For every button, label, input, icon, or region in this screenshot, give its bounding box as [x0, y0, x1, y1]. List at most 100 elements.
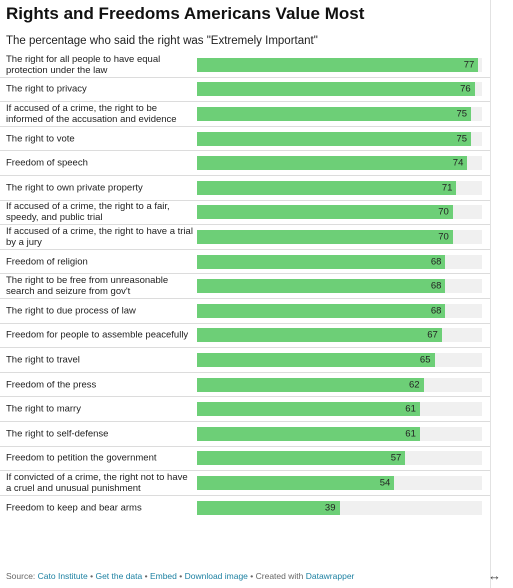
- bar-track: 75: [197, 106, 482, 121]
- category-label: The right to own private property: [6, 182, 143, 194]
- bar-track: 70: [197, 205, 482, 220]
- bar-track: 61: [197, 402, 482, 417]
- value-label: 68: [430, 305, 442, 317]
- bar: [197, 500, 340, 515]
- bar-track: 76: [197, 82, 482, 97]
- bar: [197, 229, 453, 244]
- separator: •: [87, 571, 96, 581]
- category-label: The right for all people to have equal p…: [6, 53, 161, 76]
- chart-row: The right to vote 75: [0, 127, 490, 152]
- value-label: 74: [452, 157, 464, 169]
- value-label: 68: [430, 256, 442, 268]
- bar-track: 57: [197, 451, 482, 466]
- chart-row: The right to own private property 71: [0, 176, 490, 201]
- bar-track: 71: [197, 180, 482, 195]
- value-label: 65: [419, 354, 431, 366]
- chart-footer: Source: Cato Institute • Get the data • …: [6, 571, 354, 581]
- created-with-prefix: Created with: [255, 571, 306, 581]
- bar-track: 65: [197, 352, 482, 367]
- source-link[interactable]: Cato Institute: [37, 571, 88, 581]
- get-data-link[interactable]: Get the data: [95, 571, 143, 581]
- chart-row: Freedom of religion 68: [0, 250, 490, 275]
- bar: [197, 180, 457, 195]
- value-label: 77: [463, 59, 475, 71]
- category-label: Freedom of the press: [6, 379, 97, 391]
- value-label: 75: [456, 108, 468, 120]
- category-label: The right to marry: [6, 403, 81, 415]
- chart-row: If accused of a crime, the right to have…: [0, 225, 490, 250]
- category-label: Freedom of religion: [6, 256, 88, 268]
- bar: [197, 402, 420, 417]
- category-label: Freedom of speech: [6, 157, 88, 169]
- bar: [197, 106, 472, 121]
- chart-row: Freedom for people to assemble peacefull…: [0, 324, 490, 349]
- chart-row: The right to privacy 76: [0, 78, 490, 103]
- chart-row: Freedom to petition the government 57: [0, 447, 490, 472]
- bar: [197, 82, 475, 97]
- bar: [197, 131, 472, 146]
- bar: [197, 352, 435, 367]
- bar-track: 61: [197, 426, 482, 441]
- chart-row: Freedom of speech 74: [0, 151, 490, 176]
- category-label: The right to be free from unreasonable s…: [6, 275, 169, 298]
- value-label: 71: [441, 182, 453, 194]
- value-label: 70: [438, 206, 449, 218]
- bar: [197, 254, 446, 269]
- bar-track: 54: [197, 475, 482, 490]
- category-label: Freedom to keep and bear arms: [6, 502, 142, 514]
- value-label: 61: [405, 428, 416, 440]
- value-label: 75: [456, 133, 468, 145]
- bar: [197, 377, 424, 392]
- category-label: If accused of a crime, the right to be i…: [6, 102, 177, 125]
- value-label: 70: [438, 231, 449, 243]
- chart-frame: Rights and Freedoms Americans Value Most…: [0, 0, 491, 588]
- source-prefix: Source:: [6, 571, 38, 581]
- bar: [197, 475, 395, 490]
- value-label: 61: [405, 403, 416, 415]
- chart-row: The right to travel 65: [0, 348, 490, 373]
- download-image-link[interactable]: Download image: [184, 571, 248, 581]
- chart-title: Rights and Freedoms Americans Value Most: [6, 4, 365, 23]
- chart-row: The right to self-defense 61: [0, 422, 490, 447]
- value-label: 57: [390, 452, 402, 464]
- bar-chart: The right for all people to have equal p…: [0, 53, 490, 520]
- bar: [197, 328, 442, 343]
- value-label: 62: [408, 379, 420, 391]
- value-label: 54: [379, 477, 391, 489]
- value-label: 67: [427, 329, 438, 341]
- bar: [197, 451, 406, 466]
- bar-track: 77: [197, 57, 482, 72]
- category-label: Freedom for people to assemble peacefull…: [6, 329, 189, 341]
- bar-track: 62: [197, 377, 482, 392]
- category-label: If convicted of a crime, the right not t…: [6, 471, 188, 494]
- chart-row: The right to marry 61: [0, 397, 490, 422]
- bar-track: 68: [197, 279, 482, 294]
- embed-link[interactable]: Embed: [149, 571, 177, 581]
- expand-icon[interactable]: ↔: [488, 568, 501, 583]
- chart-subtitle: The percentage who said the right was "E…: [6, 35, 318, 47]
- bar: [197, 57, 479, 72]
- chart-row: The right to due process of law 68: [0, 299, 490, 324]
- chart-row: If accused of a crime, the right to a fa…: [0, 201, 490, 226]
- bar-track: 39: [197, 500, 482, 515]
- value-label: 39: [324, 502, 336, 514]
- category-label: The right to travel: [6, 354, 80, 366]
- chart-row: If accused of a crime, the right to be i…: [0, 102, 490, 127]
- chart-row: Freedom of the press 62: [0, 373, 490, 398]
- chart-row: If convicted of a crime, the right not t…: [0, 471, 490, 496]
- bar: [197, 426, 420, 441]
- bar-track: 75: [197, 131, 482, 146]
- chart-row: Freedom to keep and bear arms 39: [0, 496, 490, 521]
- chart-row: The right to be free from unreasonable s…: [0, 274, 490, 299]
- category-label: Freedom to petition the government: [6, 452, 157, 464]
- category-label: The right to due process of law: [6, 305, 136, 317]
- bar: [197, 156, 468, 171]
- datawrapper-link[interactable]: Datawrapper: [305, 571, 355, 581]
- bar-track: 68: [197, 303, 482, 318]
- bar-track: 68: [197, 254, 482, 269]
- bar-track: 67: [197, 328, 482, 343]
- bar-track: 70: [197, 229, 482, 244]
- separator: •: [176, 571, 185, 581]
- category-label: The right to privacy: [6, 83, 87, 95]
- separator: •: [247, 571, 256, 581]
